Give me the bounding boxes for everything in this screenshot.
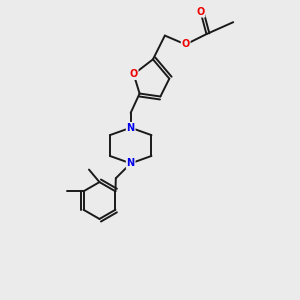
Text: N: N bbox=[127, 158, 135, 168]
Text: O: O bbox=[182, 40, 190, 50]
Text: N: N bbox=[127, 123, 135, 133]
Text: O: O bbox=[130, 69, 138, 79]
Text: O: O bbox=[196, 7, 205, 17]
